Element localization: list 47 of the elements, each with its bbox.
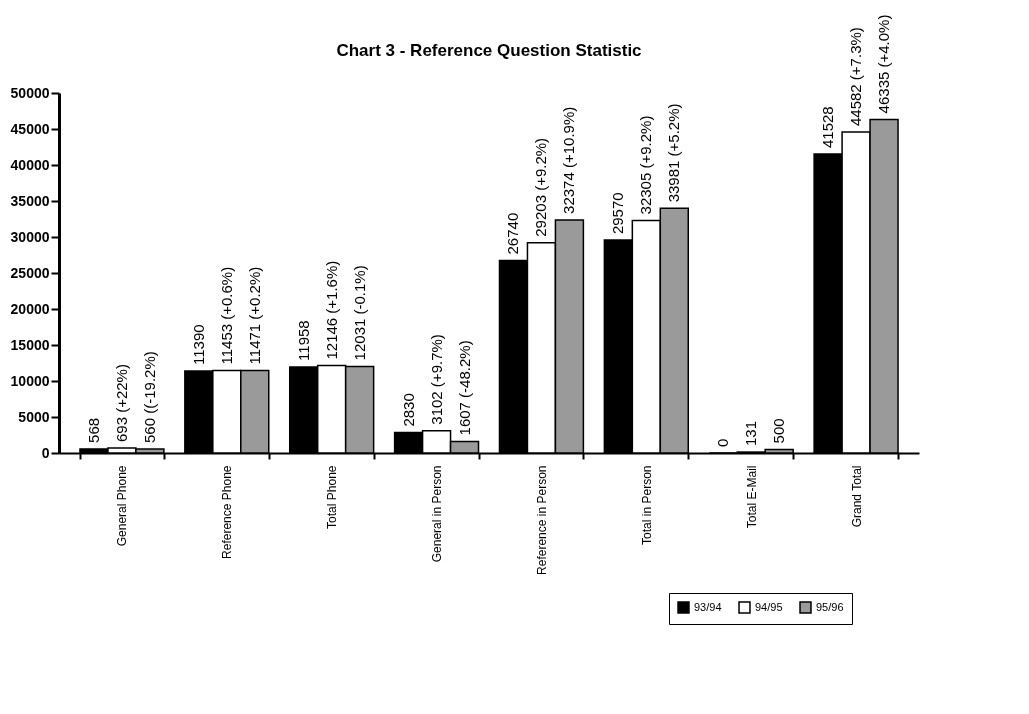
legend-label: 94/95	[755, 600, 783, 613]
x-tick-label: Total in Person	[639, 465, 654, 545]
data-label: 11958	[294, 320, 312, 361]
data-label: 33981 (+5.2%)	[665, 103, 683, 203]
data-label: 11471 (+0.2%)	[245, 266, 263, 365]
y-tick-label: 20000	[10, 300, 50, 317]
y-tick-label: 15000	[10, 336, 50, 353]
data-label: 41528	[819, 106, 837, 148]
data-label: 29570	[609, 192, 627, 235]
data-label: 26740	[504, 212, 522, 255]
data-label: 3102 (+9.7%)	[427, 334, 445, 425]
x-tick-label: Total E-Mail	[744, 465, 759, 529]
data-label: 560 ((-19.2%)	[140, 351, 158, 443]
data-label: 568	[84, 417, 102, 443]
y-tick-label: 45000	[10, 120, 50, 137]
data-label: 693 (+22%)	[112, 364, 130, 443]
data-label: 131	[742, 421, 760, 447]
x-tick-label: Grand Total	[849, 465, 864, 528]
x-tick-label: Reference in Person	[534, 465, 549, 575]
data-label: 32305 (+9.2%)	[637, 115, 655, 215]
x-tick-label: Total Phone	[325, 465, 340, 529]
data-label: 44582 (+7.3%)	[847, 27, 865, 127]
y-tick-label: 30000	[10, 228, 50, 245]
data-label: 46335 (+4.0%)	[875, 14, 893, 114]
y-tick-label: 40000	[10, 156, 50, 173]
x-tick-label: General Phone	[115, 465, 130, 547]
data-label: 11390	[189, 324, 207, 365]
chart-title: Chart 3 - Reference Question Statistic	[336, 41, 642, 61]
data-label: 500	[770, 418, 788, 444]
data-label: 12031 (-0.1%)	[350, 265, 368, 361]
data-label: 0	[714, 438, 732, 447]
legend-label: 95/96	[816, 600, 844, 613]
y-tick-label: 5000	[18, 408, 50, 425]
y-tick-label: 25000	[10, 264, 50, 281]
x-tick-label: Reference Phone	[220, 465, 235, 559]
y-tick-label: 50000	[10, 84, 50, 101]
data-label: 11453 (+0.6%)	[217, 266, 235, 365]
y-tick-label: 35000	[10, 192, 50, 209]
data-label: 2830	[399, 393, 417, 427]
data-label: 1607 (-48.2%)	[455, 340, 473, 436]
y-tick-label: 0	[41, 444, 50, 461]
data-label: 29203 (+9.2%)	[532, 137, 550, 237]
x-tick-label: General in Person	[430, 465, 445, 563]
data-label: 32374 (+10.9%)	[560, 106, 578, 214]
y-tick-label: 10000	[10, 372, 50, 389]
data-label: 12146 (+1.6%)	[322, 260, 340, 360]
legend-label: 93/94	[694, 600, 722, 613]
